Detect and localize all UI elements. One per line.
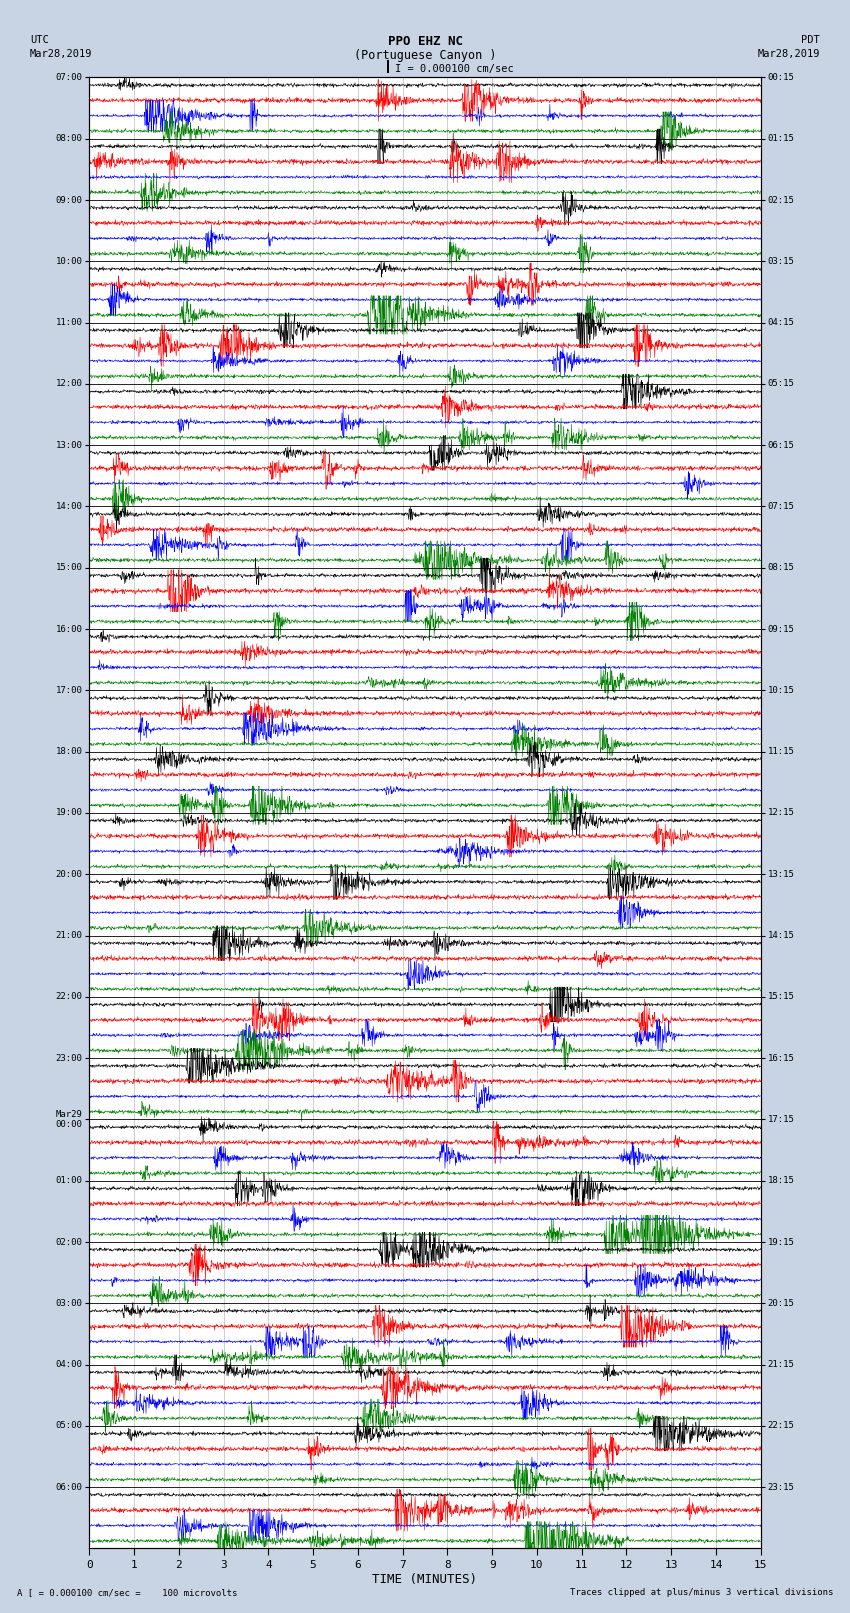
Text: UTC: UTC — [30, 35, 48, 45]
Text: PDT: PDT — [802, 35, 820, 45]
Text: Traces clipped at plus/minus 3 vertical divisions: Traces clipped at plus/minus 3 vertical … — [570, 1587, 833, 1597]
Text: A [ = 0.000100 cm/sec =    100 microvolts: A [ = 0.000100 cm/sec = 100 microvolts — [17, 1587, 237, 1597]
X-axis label: TIME (MINUTES): TIME (MINUTES) — [372, 1573, 478, 1586]
Text: Mar28,2019: Mar28,2019 — [757, 50, 820, 60]
Text: (Portuguese Canyon ): (Portuguese Canyon ) — [354, 50, 496, 63]
Text: PPO EHZ NC: PPO EHZ NC — [388, 35, 462, 48]
Text: Mar28,2019: Mar28,2019 — [30, 50, 93, 60]
Text: I = 0.000100 cm/sec: I = 0.000100 cm/sec — [395, 65, 514, 74]
